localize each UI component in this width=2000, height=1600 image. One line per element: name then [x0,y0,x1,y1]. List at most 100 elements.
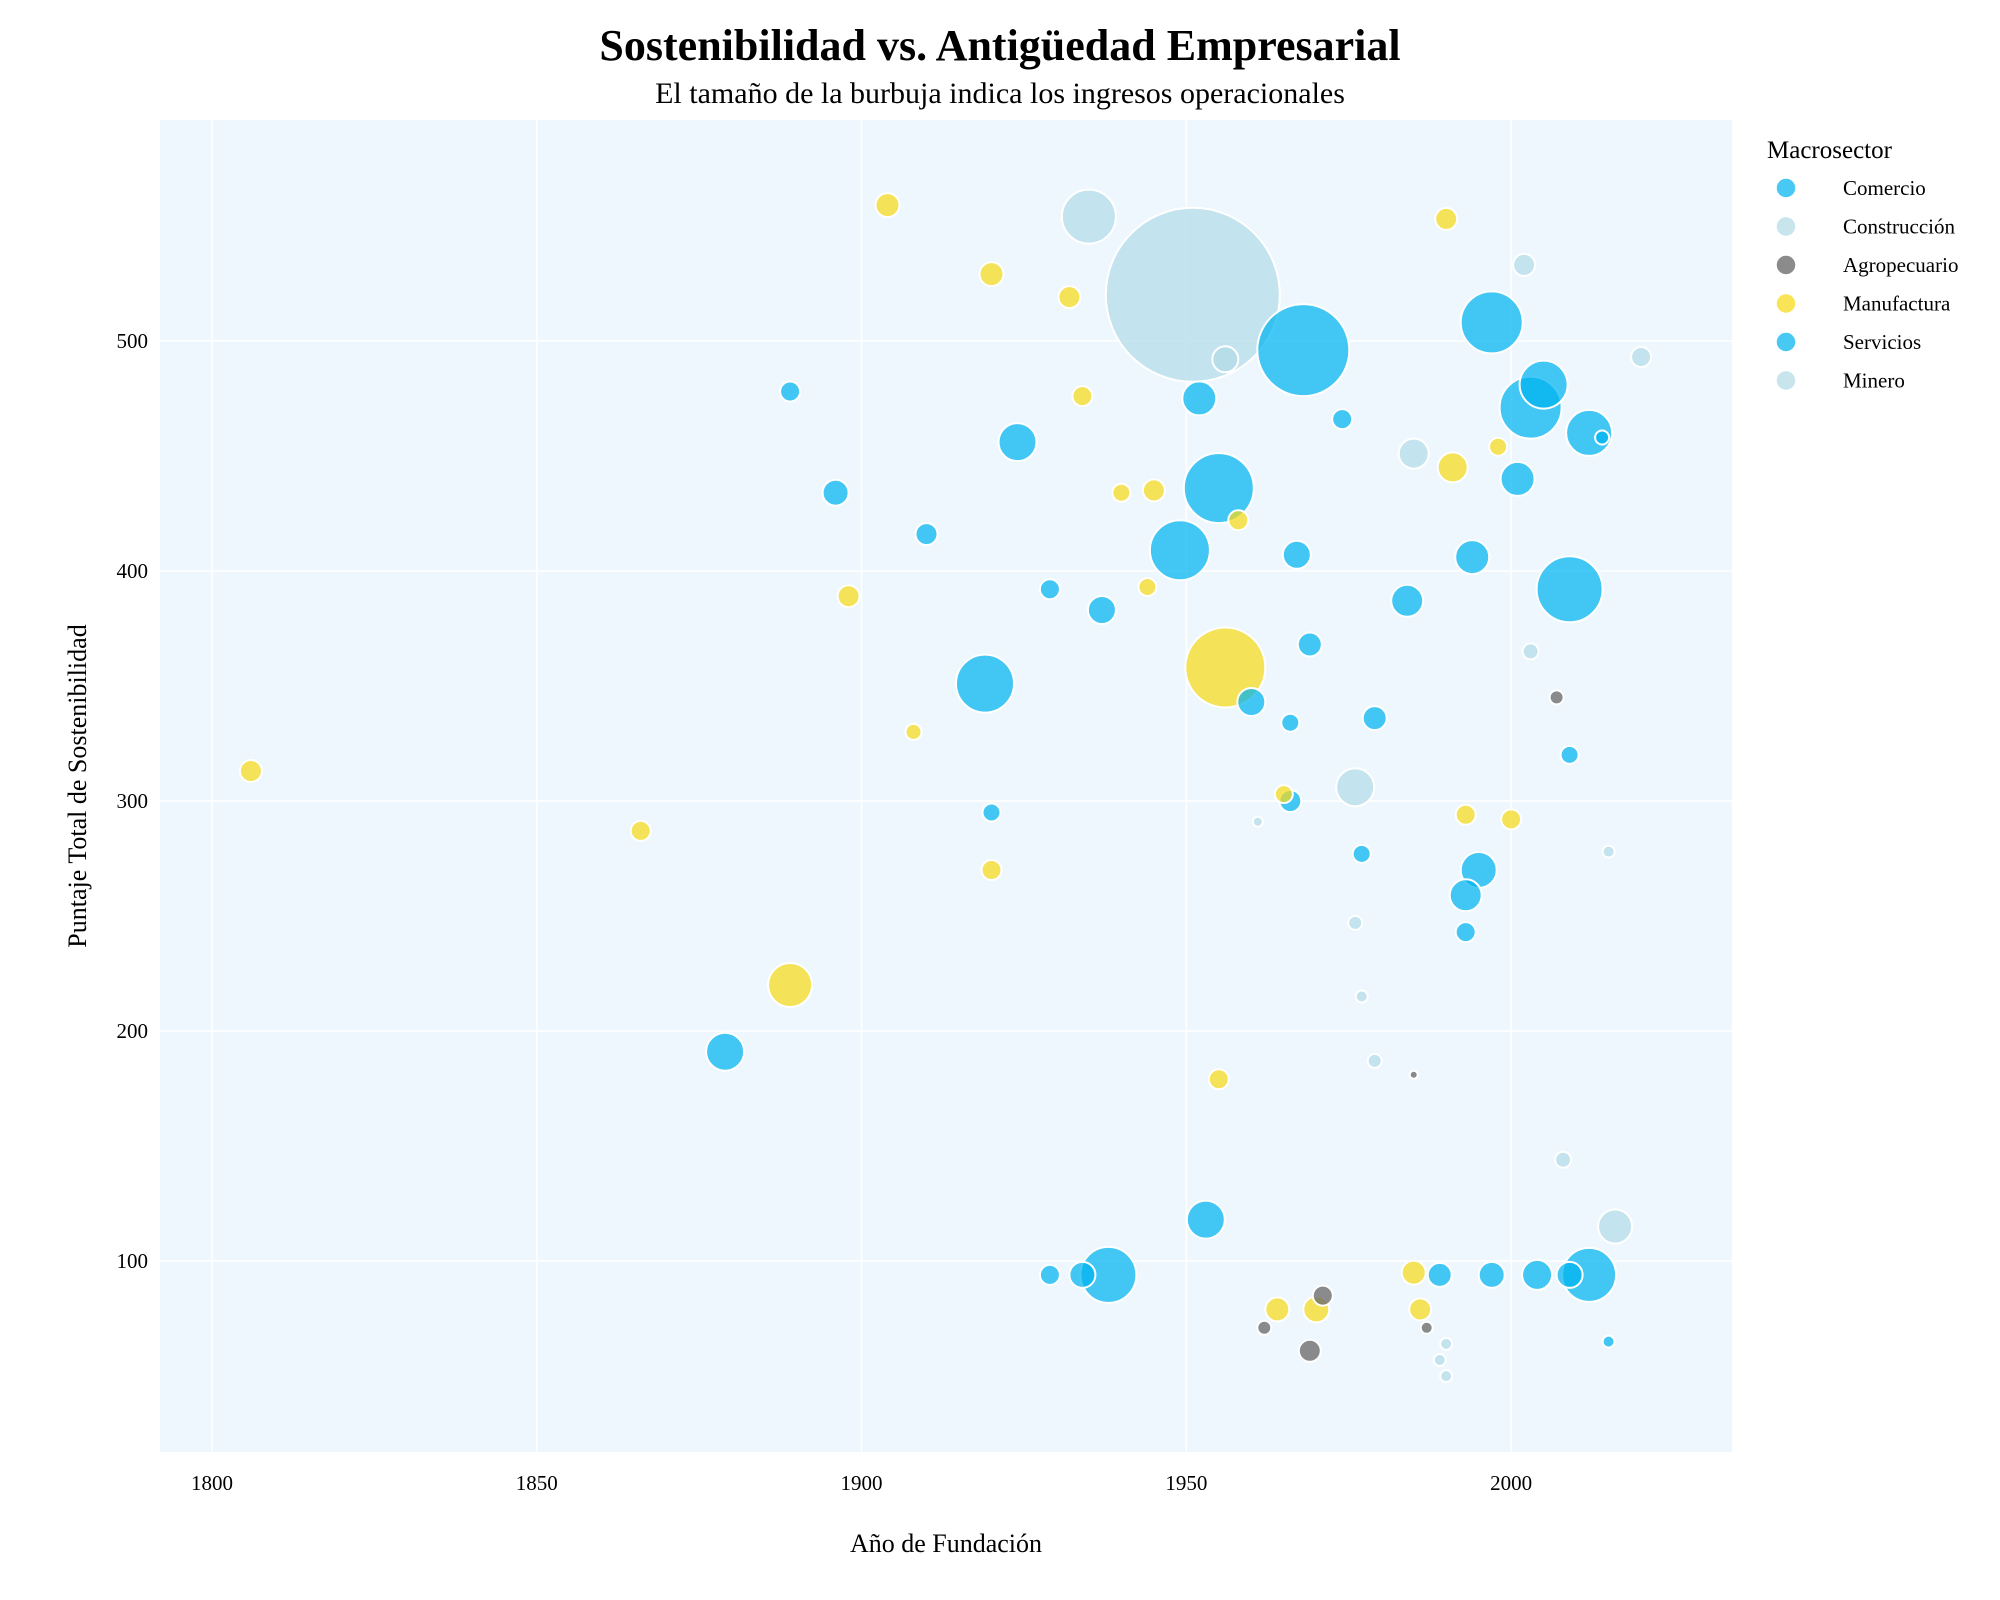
y-tick-label: 400 [117,559,149,583]
data-point-minero [1439,1336,1454,1351]
y-tick-label: 300 [117,789,149,813]
data-point-construccion [1521,642,1540,661]
legend-label: Agropecuario [1843,253,1958,277]
legend-label: Servicios [1843,330,1921,354]
data-point-manufactura [1500,808,1523,831]
data-point-minero [1347,914,1364,931]
data-point-comercio [821,478,850,507]
data-point-servicios [1521,1258,1554,1291]
data-point-comercio [1148,519,1211,582]
data-point-servicios [1068,1260,1097,1289]
data-point-construccion [1211,345,1240,374]
x-axis-title: Año de Fundación [850,1529,1042,1558]
data-point-manufactura [1111,482,1132,503]
data-point-comercio [1236,687,1267,717]
data-point-comercio [1351,843,1372,864]
data-point-construccion [1251,815,1264,828]
data-point-minero [1432,1353,1447,1367]
data-point-comercio [1499,460,1536,497]
data-point-minero [1601,844,1616,859]
x-tick-label: 1800 [191,1471,233,1495]
data-point-minero [1554,1150,1573,1169]
data-point-agropecuario [1297,1338,1322,1363]
data-point-servicios [1185,1199,1226,1240]
data-point-minero [1439,1369,1454,1384]
data-point-servicios [1555,1260,1584,1289]
data-point-comercio [1361,705,1388,732]
data-point-comercio [1518,359,1569,410]
data-point-manufactura [1207,1068,1230,1091]
legend-marker [1775,292,1797,315]
y-axis-title: Puntaje Total de Sostenibilidad [63,624,92,947]
data-point-manufactura [1454,803,1477,826]
data-point-comercio [1559,744,1580,765]
legend-marker [1775,215,1797,238]
data-point-manufactura [1264,1296,1291,1323]
data-point-construccion [1060,188,1117,245]
data-point-manufactura [1071,385,1094,408]
x-axis-ticks: 1800 1850 1900 1950 2000 [191,1471,1532,1495]
data-point-comercio [705,1031,746,1072]
legend-label: Comercio [1843,176,1926,200]
data-point-comercio [1086,595,1117,625]
data-point-servicios [1477,1260,1506,1289]
chart-subtitle: El tamaño de la burbuja indica los ingre… [655,77,1345,110]
data-point-manufactura [980,859,1003,881]
data-point-comercio [1535,555,1604,624]
data-points [238,188,1653,1384]
legend-marker [1775,369,1797,392]
data-point-comercio [1296,631,1323,658]
data-point-comercio [1454,539,1491,576]
data-point-manufactura [1400,1259,1427,1286]
data-point-manufactura [874,192,901,219]
y-tick-label: 200 [117,1019,149,1043]
data-point-comercio [779,380,802,403]
data-point-comercio [1181,380,1218,417]
y-tick-label: 500 [117,329,149,353]
x-tick-label: 2000 [1490,1471,1532,1495]
chart-title: Sostenibilidad vs. Antigüedad Empresaria… [599,21,1400,70]
data-point-manufactura [1057,285,1082,310]
data-point-manufactura [1408,1297,1433,1322]
data-point-manufactura [1141,478,1166,503]
data-point-servicios [1426,1261,1453,1288]
data-point-manufactura [1434,206,1459,231]
data-point-servicios [1601,1334,1616,1349]
legend-marker [1775,177,1797,199]
data-point-minero [1597,1208,1634,1245]
data-point-manufactura [1273,784,1294,805]
legend-label: Construcción [1843,215,1955,239]
data-point-agropecuario [1419,1320,1434,1335]
data-point-manufactura [836,584,861,609]
data-point-manufactura [1436,451,1469,484]
data-point-comercio [1331,408,1354,431]
data-point-comercio [1280,712,1301,733]
y-tick-label: 100 [117,1249,149,1273]
data-point-comercio [997,422,1038,463]
data-point-manufactura [1227,509,1250,532]
data-point-comercio [1594,429,1611,446]
data-point-comercio [1448,878,1483,913]
data-point-comercio [1038,578,1061,601]
data-point-manufactura [1488,436,1509,457]
data-point-manufactura [1184,626,1267,709]
data-point-manufactura [767,962,814,1008]
legend-marker [1775,331,1797,353]
data-point-comercio [1459,290,1524,355]
data-point-construccion [1104,206,1281,383]
data-point-manufactura [238,759,263,783]
data-point-comercio [955,653,1015,714]
data-point-manufactura [904,722,923,741]
data-point-manufactura [629,819,652,842]
legend-title: Macrosector [1767,137,1893,164]
data-point-comercio [1182,452,1255,525]
x-tick-label: 1950 [1165,1471,1207,1495]
data-point-construccion [1512,252,1537,277]
data-point-construccion [1335,767,1376,808]
data-point-construccion [1630,346,1653,368]
data-point-construccion [1397,437,1430,470]
data-point-comercio [914,522,939,547]
data-point-agropecuario [1311,1284,1334,1307]
data-point-comercio [981,802,1002,823]
data-point-comercio [1390,583,1425,618]
